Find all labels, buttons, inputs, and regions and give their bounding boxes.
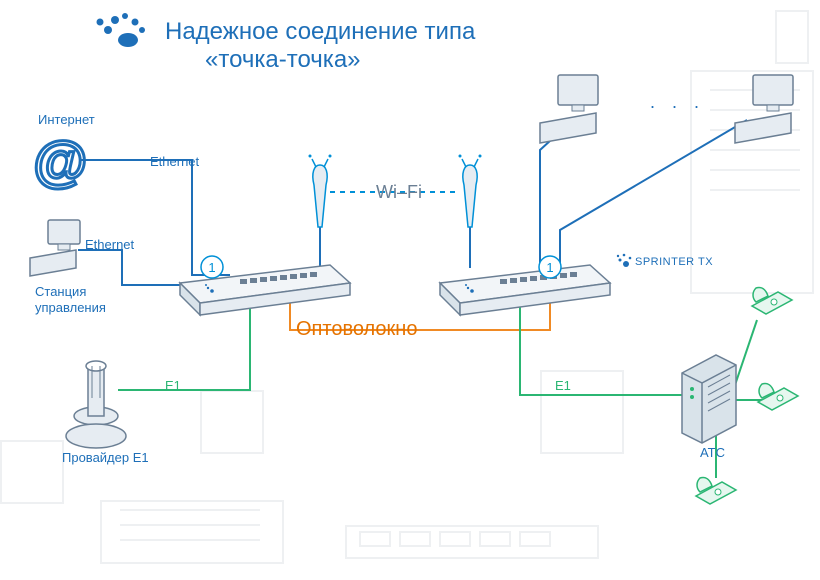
switch-left-num: 1 — [208, 260, 215, 275]
station-label: Станцияуправления — [35, 284, 106, 315]
phone1-icon — [752, 287, 792, 314]
antenna-left-icon — [309, 155, 332, 228]
switch-right: 1 — [440, 256, 610, 315]
sprinter-logo-icon — [617, 254, 632, 267]
phone2-icon — [758, 383, 798, 410]
pc1-icon — [540, 75, 598, 143]
svg-text:@: @ — [33, 129, 88, 192]
provider-label: Провайдер E1 — [62, 450, 149, 465]
phone3-icon — [696, 477, 736, 504]
switch-right-num: 1 — [546, 260, 553, 275]
fiber-label: Оптоволокно — [296, 318, 417, 341]
internet-icon: @ — [33, 129, 88, 192]
pbx-icon — [682, 355, 736, 443]
mgmt-pc-icon — [30, 220, 80, 276]
internet-label: Интернет — [38, 112, 95, 127]
e1-label-left: E1 — [165, 378, 181, 393]
nodes-layer: @ 1 — [0, 0, 820, 580]
ellipsis-label: . . . — [650, 92, 705, 113]
ethernet-label-1: Ethernet — [150, 154, 199, 169]
pc2-icon — [735, 75, 793, 143]
sprinter-label: SPRINTER TX — [635, 256, 713, 268]
ethernet-label-2: Ethernet — [85, 237, 134, 252]
provider-icon — [66, 361, 126, 448]
switch-left: 1 — [180, 256, 350, 315]
wifi-label: Wi–Fi — [376, 182, 422, 203]
diagram-canvas: Надежное соединение типа «точка-точка» @ — [0, 0, 820, 580]
e1-label-right: E1 — [555, 378, 571, 393]
atc-label: АТС — [700, 445, 725, 460]
antenna-right-icon — [459, 155, 482, 228]
